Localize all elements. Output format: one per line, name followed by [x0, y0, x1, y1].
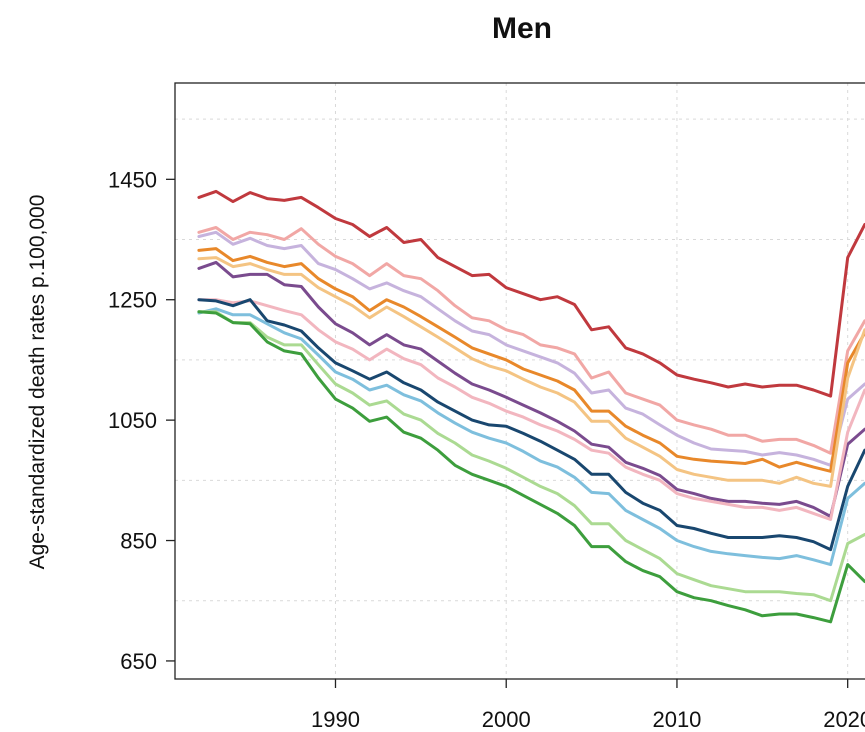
y-tick-label: 650 [120, 649, 157, 674]
chart-title: Men [492, 12, 552, 45]
gridlines [175, 83, 865, 679]
series-line-5 [197, 256, 865, 488]
x-tick-label: 2010 [652, 707, 701, 732]
plot-frame [174, 82, 865, 680]
series-line-10 [197, 310, 865, 603]
series-line-9 [197, 307, 865, 567]
x-tick-label: 2020 [823, 707, 865, 732]
y-tick-label: 1050 [108, 408, 157, 433]
x-axis: 1990 2000 2010 2020 [311, 679, 865, 732]
plot-series [197, 189, 865, 624]
series-line-8 [197, 298, 865, 552]
series-line-6 [197, 260, 865, 518]
series-line-11 [197, 310, 865, 624]
x-tick-label: 2000 [482, 707, 531, 732]
series-line-3 [197, 230, 865, 467]
series-line-7 [197, 298, 865, 521]
y-tick-label: 850 [120, 529, 157, 554]
y-axis: 650 850 1050 1250 1450 [108, 167, 175, 674]
series-line-4 [197, 247, 865, 473]
y-tick-label: 1450 [108, 167, 157, 192]
series-line-1 [197, 189, 865, 398]
y-tick-label: 1250 [108, 288, 157, 313]
series-line-2 [197, 226, 865, 455]
x-tick-label: 1990 [311, 707, 360, 732]
y-axis-label: Age-standardized death rates p.100,000 [26, 195, 49, 570]
